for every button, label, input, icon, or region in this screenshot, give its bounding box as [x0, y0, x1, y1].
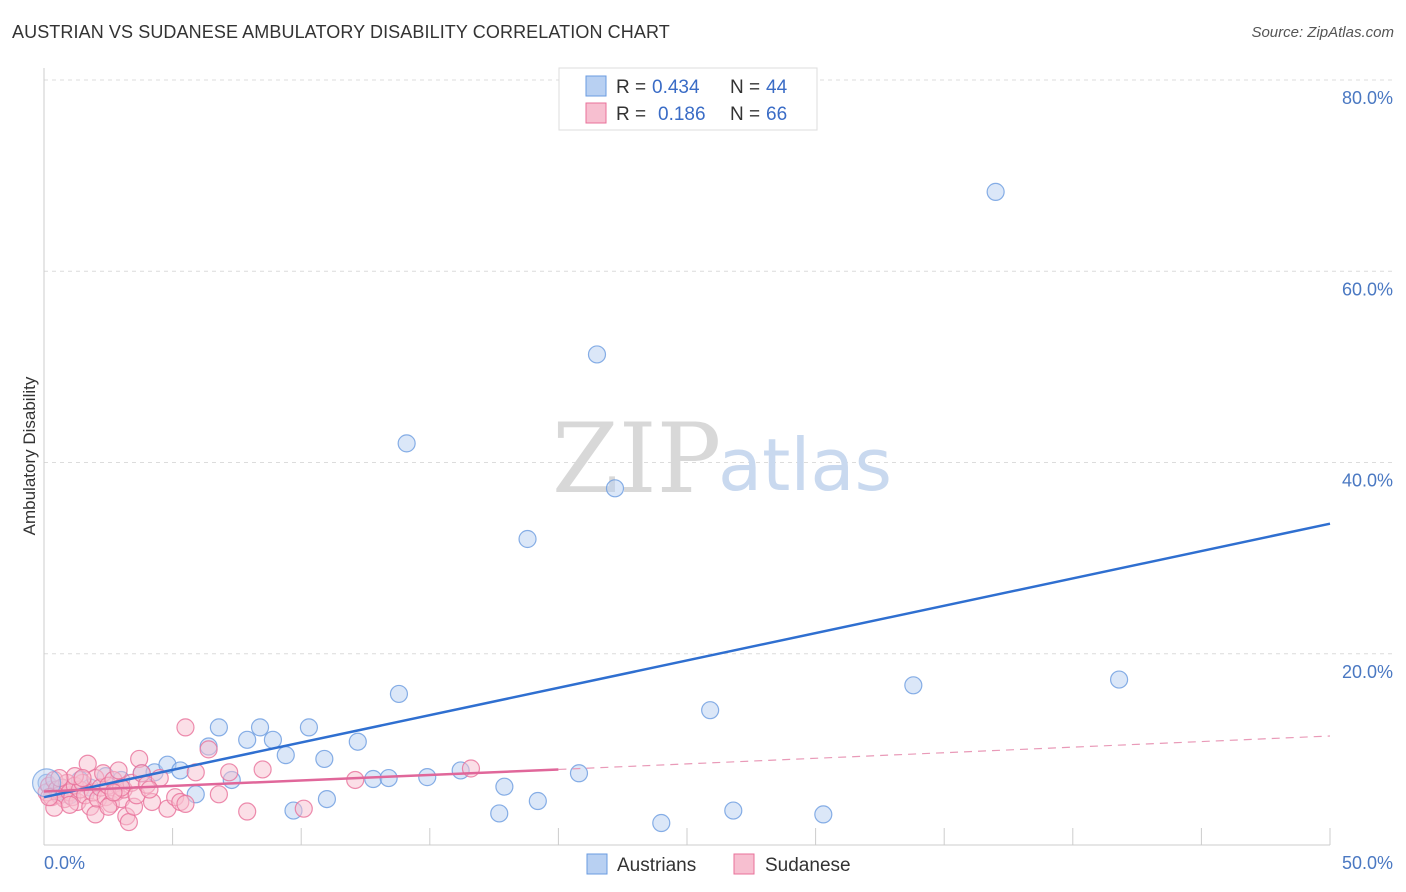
legend-austrians-label: Austrians	[617, 855, 696, 876]
austrians-point	[317, 789, 337, 809]
austrians-point	[724, 801, 743, 820]
austrians-point	[605, 479, 625, 498]
sudanese-point	[209, 785, 228, 804]
y-tick-label: 80.0%	[1342, 88, 1393, 108]
sudanese-point	[73, 768, 92, 788]
sudanese-point	[346, 770, 365, 790]
austrians-n-label: N =	[730, 77, 760, 98]
sudanese-point	[109, 761, 128, 780]
austrians-point	[904, 676, 923, 695]
austrians-legend-swatch	[585, 75, 607, 97]
austrians-point	[315, 749, 334, 769]
sudanese-point	[119, 812, 138, 832]
sudanese-point	[60, 795, 79, 814]
austrians-r-value: 0.434	[652, 77, 700, 98]
trend-lines	[43, 522, 1331, 799]
austrians-point	[652, 813, 671, 833]
sudanese-trend-line	[43, 768, 559, 793]
austrians-point	[276, 746, 295, 765]
sudanese-point	[294, 799, 313, 818]
austrians-point	[263, 730, 283, 749]
sudanese-point	[238, 802, 257, 821]
legend-sudanese-label: Sudanese	[765, 855, 851, 876]
austrians-point	[238, 730, 257, 749]
legend-austrians-swatch	[586, 853, 608, 875]
austrians-point	[528, 791, 547, 811]
sudanese-r-label: R =	[616, 104, 646, 125]
austrians-point	[389, 684, 409, 704]
austrians-point	[701, 701, 720, 720]
y-tick-label: 20.0%	[1342, 662, 1393, 682]
austrians-n-value: 44	[766, 77, 788, 98]
austrians-point	[348, 732, 367, 751]
austrians-point	[397, 434, 416, 453]
austrians-point	[250, 718, 270, 737]
watermark-atlas: atlas	[718, 423, 892, 507]
austrians-r-label: R =	[616, 77, 646, 98]
austrians-point	[814, 805, 833, 824]
sudanese-n-label: N =	[730, 104, 760, 125]
austrians-point	[299, 718, 319, 737]
axes	[43, 68, 1331, 846]
x-tick-label: 0.0%	[44, 853, 85, 873]
austrians-point	[495, 777, 514, 796]
x-tick-label: 50.0%	[1342, 853, 1393, 873]
austrians-point	[418, 768, 437, 787]
chart-source: Source: ZipAtlas.com	[1251, 24, 1394, 41]
watermark: ZIP atlas	[552, 403, 892, 515]
austrians-point	[986, 182, 1005, 201]
austrians-trend-line	[43, 522, 1331, 799]
stats-legend: R = 0.434 N = 44 R = 0.186 N = 66	[558, 67, 818, 131]
watermark-zip: ZIP	[552, 403, 721, 515]
gridlines	[44, 79, 1393, 655]
austrians-point	[569, 764, 589, 783]
sudanese-point	[104, 783, 123, 802]
legend-sudanese-swatch	[733, 853, 755, 875]
sudanese-trend-extension	[558, 735, 1331, 771]
austrians-point	[364, 769, 383, 789]
sudanese-point	[220, 763, 239, 782]
sudanese-point	[176, 718, 195, 737]
austrians-point	[31, 768, 62, 798]
sudanese-legend-swatch	[585, 102, 607, 124]
sudanese-r-value: 0.186	[658, 104, 706, 125]
austrians-point	[518, 529, 537, 549]
sudanese-point	[140, 780, 159, 799]
austrians-point	[587, 345, 607, 364]
sudanese-point	[176, 794, 195, 813]
y-tick-label: 40.0%	[1342, 471, 1393, 491]
chart-title: AUSTRIAN VS SUDANESE AMBULATORY DISABILI…	[12, 22, 670, 42]
austrians-point	[490, 804, 509, 823]
y-tick-labels: 20.0% 40.0% 60.0% 80.0%	[1342, 88, 1393, 682]
x-tick-labels: 0.0% 50.0%	[44, 853, 1393, 873]
austrians-point	[209, 718, 228, 737]
series-legend: Austrians Sudanese	[586, 853, 851, 876]
y-axis-label: Ambulatory Disability	[20, 376, 39, 535]
sudanese-point	[253, 760, 272, 779]
austrians-point	[1109, 670, 1129, 689]
sudanese-point	[199, 740, 218, 759]
y-tick-label: 60.0%	[1342, 279, 1393, 299]
sudanese-n-value: 66	[766, 104, 787, 125]
